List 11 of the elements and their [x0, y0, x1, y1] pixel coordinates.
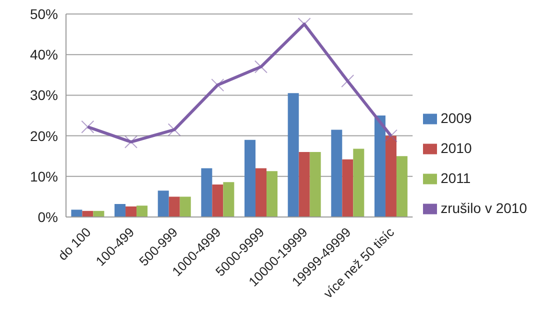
y-tick-label: 50%: [30, 6, 58, 22]
legend-label: 2009: [440, 110, 472, 126]
legend-label: 2010: [440, 140, 472, 156]
x-tick-label: do 100: [55, 224, 94, 264]
legend-label: 2011: [440, 170, 471, 186]
y-tick-label: 10%: [30, 168, 58, 184]
y-tick-label: 0%: [38, 208, 58, 225]
y-tick-label: 30%: [30, 87, 58, 104]
y-tick-label: 20%: [30, 128, 58, 144]
legend-label: zrušilo v 2010: [440, 200, 527, 216]
y-tick-label: 40%: [30, 46, 58, 63]
